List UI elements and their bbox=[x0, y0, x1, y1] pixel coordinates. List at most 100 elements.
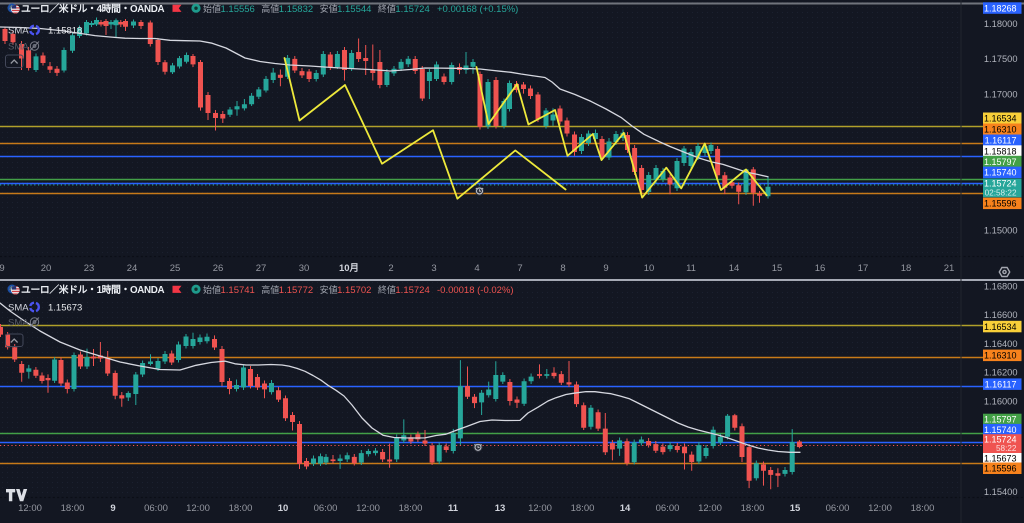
svg-text:1.16200: 1.16200 bbox=[984, 368, 1018, 378]
svg-text:1.15544: 1.15544 bbox=[337, 4, 371, 15]
svg-text:14: 14 bbox=[729, 263, 740, 274]
svg-text:ユーロ／米ドル・4時間・OANDA: ユーロ／米ドル・4時間・OANDA bbox=[21, 2, 164, 15]
svg-text:SMA: SMA bbox=[8, 303, 29, 314]
svg-text:18:00: 18:00 bbox=[911, 503, 935, 514]
svg-text:1.15556: 1.15556 bbox=[221, 4, 255, 15]
svg-text:1.16534: 1.16534 bbox=[984, 114, 1017, 124]
svg-text:9: 9 bbox=[0, 263, 5, 274]
svg-text:18:00: 18:00 bbox=[741, 503, 765, 514]
svg-text:1.15596: 1.15596 bbox=[984, 464, 1017, 474]
svg-text:4: 4 bbox=[474, 263, 479, 274]
svg-text:1.16310: 1.16310 bbox=[984, 351, 1017, 361]
svg-text:58:22: 58:22 bbox=[996, 444, 1017, 453]
svg-text:13: 13 bbox=[495, 503, 506, 514]
svg-text:15: 15 bbox=[772, 263, 783, 274]
svg-text:1.17500: 1.17500 bbox=[984, 54, 1018, 64]
svg-text:1.15000: 1.15000 bbox=[984, 226, 1018, 236]
svg-text:高値: 高値 bbox=[261, 3, 279, 14]
svg-text:23: 23 bbox=[84, 263, 95, 274]
svg-text:14: 14 bbox=[620, 503, 631, 514]
svg-text:18:00: 18:00 bbox=[61, 503, 85, 514]
svg-text:始値: 始値 bbox=[203, 3, 221, 14]
svg-text:06:00: 06:00 bbox=[314, 503, 338, 514]
svg-text:7: 7 bbox=[517, 263, 522, 274]
svg-text:1.15832: 1.15832 bbox=[279, 4, 313, 15]
svg-text:11: 11 bbox=[448, 503, 459, 514]
svg-text:-0.00018 (-0.02%): -0.00018 (-0.02%) bbox=[437, 285, 514, 296]
svg-text:1.15724: 1.15724 bbox=[395, 4, 429, 15]
svg-text:1.15400: 1.15400 bbox=[984, 487, 1018, 497]
svg-text:SMA: SMA bbox=[8, 318, 29, 329]
svg-text:26: 26 bbox=[213, 263, 224, 274]
svg-text:12:00: 12:00 bbox=[528, 503, 552, 514]
svg-text:24: 24 bbox=[127, 263, 138, 274]
svg-text:終値: 終値 bbox=[378, 3, 396, 14]
svg-text:1.15702: 1.15702 bbox=[337, 285, 371, 296]
svg-text:11: 11 bbox=[686, 263, 696, 274]
svg-text:06:00: 06:00 bbox=[656, 503, 680, 514]
svg-text:1.16534: 1.16534 bbox=[984, 322, 1017, 332]
svg-text:18: 18 bbox=[901, 263, 912, 274]
svg-text:06:00: 06:00 bbox=[144, 503, 168, 514]
svg-text:17: 17 bbox=[858, 263, 869, 274]
svg-text:06:00: 06:00 bbox=[826, 503, 850, 514]
svg-text:1.16117: 1.16117 bbox=[985, 379, 1017, 389]
svg-text:1.16800: 1.16800 bbox=[984, 282, 1018, 292]
svg-text:3: 3 bbox=[431, 263, 436, 274]
svg-text:27: 27 bbox=[256, 263, 267, 274]
svg-text:16: 16 bbox=[815, 263, 826, 274]
svg-text:25: 25 bbox=[170, 263, 181, 274]
svg-text:高値: 高値 bbox=[261, 284, 279, 295]
svg-text:1.15772: 1.15772 bbox=[279, 285, 313, 296]
svg-text:20: 20 bbox=[41, 263, 52, 274]
svg-text:1.15724: 1.15724 bbox=[984, 179, 1017, 189]
svg-text:12:00: 12:00 bbox=[698, 503, 722, 514]
svg-text:1.16600: 1.16600 bbox=[984, 310, 1018, 320]
svg-text:02:58:22: 02:58:22 bbox=[985, 189, 1017, 198]
svg-text:終値: 終値 bbox=[378, 284, 396, 295]
svg-text:18:00: 18:00 bbox=[229, 503, 253, 514]
svg-text:SMA: SMA bbox=[8, 42, 29, 53]
svg-text:9: 9 bbox=[110, 503, 115, 514]
svg-text:始値: 始値 bbox=[203, 284, 221, 295]
svg-text:1.18000: 1.18000 bbox=[984, 19, 1018, 29]
svg-text:1.17000: 1.17000 bbox=[984, 89, 1018, 99]
svg-text:1.15740: 1.15740 bbox=[984, 425, 1017, 435]
svg-text:2: 2 bbox=[388, 263, 393, 274]
svg-text:1.15673: 1.15673 bbox=[48, 303, 82, 314]
svg-text:1.15818: 1.15818 bbox=[984, 146, 1017, 156]
svg-text:21: 21 bbox=[944, 263, 955, 274]
svg-text:1.16310: 1.16310 bbox=[984, 125, 1017, 135]
svg-text:ユーロ／米ドル・1時間・OANDA: ユーロ／米ドル・1時間・OANDA bbox=[21, 283, 164, 296]
svg-text:1.15673: 1.15673 bbox=[984, 453, 1017, 463]
svg-text:9: 9 bbox=[603, 263, 608, 274]
svg-text:1.15818: 1.15818 bbox=[48, 26, 82, 37]
svg-text:1.16117: 1.16117 bbox=[985, 136, 1017, 146]
svg-text:1.16000: 1.16000 bbox=[984, 397, 1018, 407]
svg-text:30: 30 bbox=[299, 263, 310, 274]
svg-text:18:00: 18:00 bbox=[571, 503, 595, 514]
svg-text:12:00: 12:00 bbox=[186, 503, 210, 514]
svg-text:18:00: 18:00 bbox=[399, 503, 423, 514]
svg-text:安値: 安値 bbox=[320, 284, 338, 295]
svg-text:12:00: 12:00 bbox=[868, 503, 892, 514]
svg-text:1.15596: 1.15596 bbox=[984, 199, 1017, 209]
svg-text:1.16400: 1.16400 bbox=[984, 339, 1018, 349]
svg-text:1.15740: 1.15740 bbox=[984, 168, 1017, 178]
svg-text:1.15724: 1.15724 bbox=[984, 434, 1017, 444]
svg-text:1.15797: 1.15797 bbox=[984, 415, 1017, 425]
svg-text:安値: 安値 bbox=[320, 3, 338, 14]
svg-text:1.15741: 1.15741 bbox=[221, 285, 255, 296]
svg-text:10: 10 bbox=[278, 503, 289, 514]
svg-text:10: 10 bbox=[644, 263, 655, 274]
svg-text:10月: 10月 bbox=[339, 263, 359, 274]
svg-text:1.18268: 1.18268 bbox=[984, 3, 1017, 13]
svg-text:+0.00168 (+0.15%): +0.00168 (+0.15%) bbox=[437, 4, 518, 15]
svg-text:SMA: SMA bbox=[8, 26, 29, 37]
svg-text:12:00: 12:00 bbox=[356, 503, 380, 514]
svg-text:8: 8 bbox=[560, 263, 565, 274]
svg-text:1.15724: 1.15724 bbox=[395, 285, 429, 296]
svg-text:15: 15 bbox=[790, 503, 801, 514]
svg-text:12:00: 12:00 bbox=[18, 503, 42, 514]
svg-text:1.15797: 1.15797 bbox=[984, 157, 1017, 167]
